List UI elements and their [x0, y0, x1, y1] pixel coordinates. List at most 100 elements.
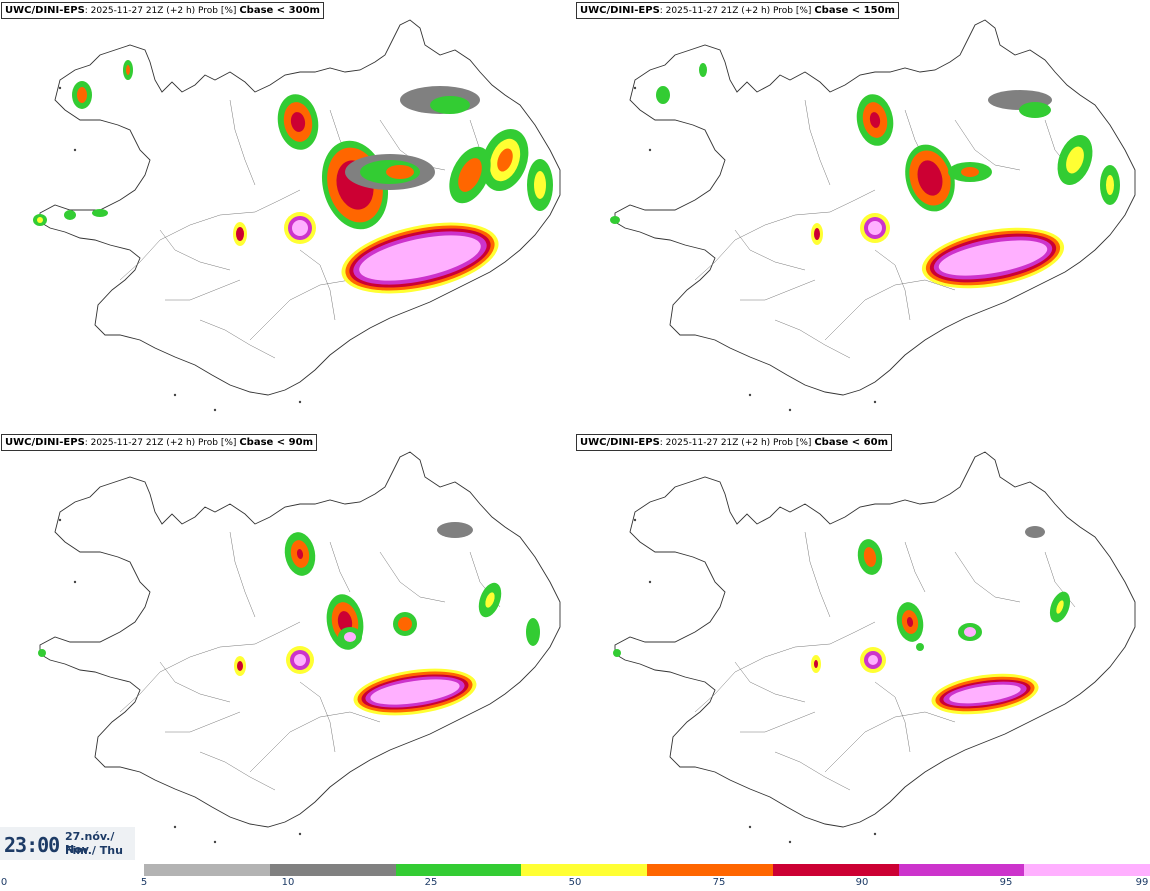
- contour-line: [734, 229, 806, 271]
- probability-area: [1025, 526, 1045, 538]
- contour-line: [229, 99, 256, 186]
- contour-line: [165, 279, 241, 301]
- island: [633, 86, 637, 90]
- contour-line: [740, 711, 816, 733]
- probability-area: [38, 649, 46, 657]
- probability-area: [344, 632, 356, 642]
- valid-date: 27.nóv./ Nov: [65, 830, 115, 856]
- probability-area: [370, 679, 460, 705]
- contour-line: [740, 279, 816, 301]
- colorbar-tick: 0: [0, 877, 8, 888]
- colorbar-segment: [772, 864, 899, 876]
- probability-area: [610, 216, 620, 224]
- probability-area: [964, 627, 976, 637]
- probability-area: [386, 165, 414, 179]
- island: [298, 832, 302, 836]
- coastline: [39, 451, 561, 828]
- probability-area: [92, 209, 108, 217]
- contour-line: [329, 541, 351, 593]
- iceland-map: [610, 19, 1136, 412]
- probability-area: [949, 684, 1021, 704]
- probability-area: [1066, 146, 1084, 174]
- colorbar-segment: [395, 864, 522, 876]
- colorbar-segment: [1024, 864, 1150, 876]
- island: [788, 408, 792, 412]
- colorbar-tick: 10: [281, 877, 295, 888]
- island: [213, 840, 217, 844]
- colorbar-tick: 99: [1135, 877, 1149, 888]
- colorbar-tick: 95: [999, 877, 1013, 888]
- map-panel-150m: UWC/DINI-EPS: 2025-11-27 21Z (+2 h) Prob…: [575, 0, 1150, 430]
- probability-area: [917, 160, 943, 196]
- probability-area: [77, 87, 87, 103]
- island: [58, 518, 62, 522]
- panel-title: UWC/DINI-EPS: 2025-11-27 21Z (+2 h) Prob…: [1, 434, 317, 451]
- coastline: [614, 451, 1136, 828]
- island: [748, 825, 752, 829]
- probability-area: [292, 220, 308, 236]
- probability-area: [814, 228, 820, 240]
- colorbar-segment: [269, 864, 396, 876]
- probability-area: [430, 96, 470, 114]
- island: [73, 148, 77, 152]
- contour-line: [299, 249, 336, 321]
- contour-line: [199, 319, 276, 359]
- colorbar-tick: 5: [140, 877, 148, 888]
- probability-area: [398, 617, 412, 631]
- probability-area: [814, 660, 818, 668]
- probability-area: [458, 158, 482, 192]
- colorbar-tick: 50: [568, 877, 582, 888]
- colorbar-segment: [647, 864, 774, 876]
- probability-area: [526, 618, 540, 646]
- contour-line: [774, 319, 851, 359]
- probability-colorbar: [144, 864, 1150, 876]
- probability-area: [126, 65, 130, 75]
- contour-line: [804, 531, 831, 618]
- probability-area: [961, 167, 979, 177]
- island: [298, 400, 302, 404]
- contour-line: [734, 661, 806, 703]
- island: [213, 408, 217, 412]
- island: [173, 393, 177, 397]
- contour-line: [165, 711, 241, 733]
- map-panel-90m: UWC/DINI-EPS: 2025-11-27 21Z (+2 h) Prob…: [0, 432, 575, 862]
- island: [633, 518, 637, 522]
- island: [648, 148, 652, 152]
- colorbar-segment: [898, 864, 1025, 876]
- contour-line: [119, 189, 301, 281]
- island: [788, 840, 792, 844]
- probability-area: [296, 549, 304, 559]
- island: [748, 393, 752, 397]
- contour-line: [379, 551, 446, 603]
- contour-line: [904, 541, 926, 593]
- probability-area: [916, 643, 924, 651]
- island: [173, 825, 177, 829]
- probability-area: [437, 522, 473, 538]
- panel-title: UWC/DINI-EPS: 2025-11-27 21Z (+2 h) Prob…: [576, 2, 899, 19]
- island: [873, 832, 877, 836]
- probability-area: [1056, 600, 1064, 614]
- island: [648, 580, 652, 584]
- contour-line: [299, 681, 336, 753]
- island: [873, 400, 877, 404]
- iceland-map: [613, 451, 1136, 844]
- iceland-map: [33, 19, 561, 412]
- probability-area: [359, 235, 481, 281]
- panel-title: UWC/DINI-EPS: 2025-11-27 21Z (+2 h) Prob…: [1, 2, 324, 19]
- valid-day: Fim./ Thu: [65, 844, 123, 857]
- contour-line: [119, 621, 301, 713]
- coastline: [39, 19, 561, 396]
- probability-area: [290, 112, 306, 132]
- map-panel-300m: UWC/DINI-EPS: 2025-11-27 21Z (+2 h) Prob…: [0, 0, 575, 430]
- colorbar-tick: 75: [712, 877, 726, 888]
- colorbar-tick: 25: [424, 877, 438, 888]
- probability-area: [485, 592, 495, 608]
- iceland-map: [38, 451, 561, 844]
- contour-line: [874, 681, 911, 753]
- probability-area: [497, 148, 513, 172]
- contour-line: [874, 249, 911, 321]
- map-panel-60m: UWC/DINI-EPS: 2025-11-27 21Z (+2 h) Prob…: [575, 432, 1150, 862]
- probability-area: [699, 63, 707, 77]
- contour-line: [159, 229, 231, 271]
- probability-area: [868, 655, 878, 665]
